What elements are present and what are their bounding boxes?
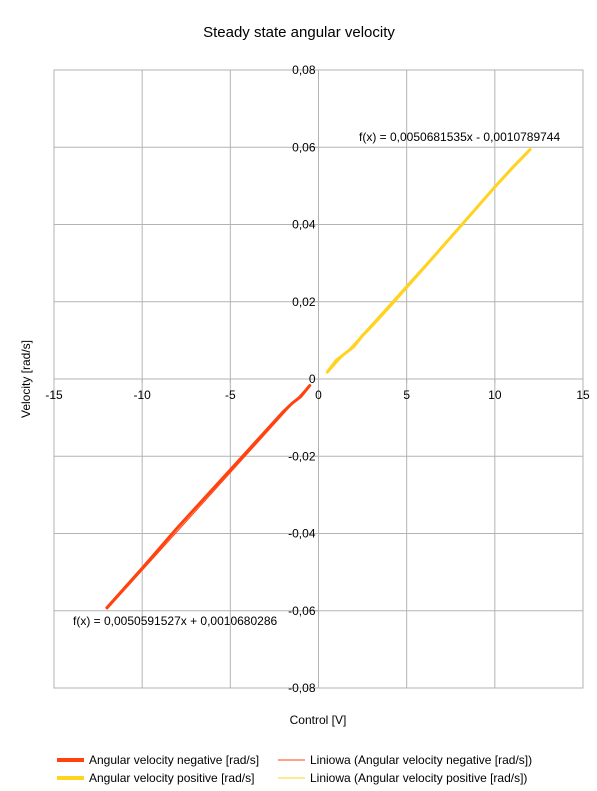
series-lines	[105, 148, 532, 610]
y-tick-label: -0,06	[288, 604, 316, 618]
x-tick-label: -15	[45, 388, 63, 402]
legend-label-trend-positive: Liniowa (Angular velocity positive [rad/…	[310, 771, 527, 785]
legend-label-positive: Angular velocity positive [rad/s]	[89, 771, 254, 785]
x-tick-label: 0	[315, 388, 322, 402]
axis-tick-labels: 0,08 0,06 0,04 0,02 0 -0,02 -0,04 -0,06 -0,08 -15…	[45, 63, 590, 695]
y-tick-label: -0,08	[288, 681, 316, 695]
legend-label-negative: Angular velocity negative [rad/s]	[89, 753, 259, 767]
axes	[53, 69, 584, 689]
x-tick-label: 10	[488, 388, 502, 402]
trendline-equations: f(x) = 0,0050681535x - 0,0010789744 f(x) …	[73, 130, 560, 628]
y-tick-label: 0,04	[292, 218, 316, 232]
y-tick-label: 0	[309, 372, 316, 386]
y-tick-label: 0,08	[292, 63, 316, 77]
x-tick-label: 5	[403, 388, 410, 402]
y-tick-label: -0,02	[288, 449, 316, 463]
x-tick-label: 15	[576, 388, 590, 402]
series-line-positive	[325, 148, 532, 374]
x-tick-label: -10	[133, 388, 151, 402]
legend: Angular velocity negative [rad/s] Liniowa…	[57, 753, 532, 785]
y-tick-label: 0,06	[292, 140, 316, 154]
y-tick-label: -0,04	[288, 527, 316, 541]
legend-label-trend-negative: Liniowa (Angular velocity negative [rad/…	[310, 753, 532, 767]
equation-negative: f(x) = 0,0050591527x + 0,0010680286	[73, 614, 277, 628]
chart-title: Steady state angular velocity	[203, 24, 395, 41]
equation-positive: f(x) = 0,0050681535x - 0,0010789744	[359, 130, 560, 144]
y-tick-label: 0,02	[292, 295, 316, 309]
x-axis-label: Control [V]	[290, 713, 347, 727]
y-axis-label: Velocity [rad/s]	[19, 340, 33, 418]
x-tick-label: -5	[225, 388, 236, 402]
series-line-negative	[105, 384, 312, 610]
